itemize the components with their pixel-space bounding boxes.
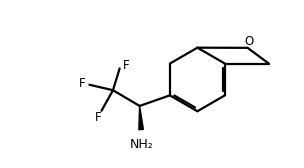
Text: F: F xyxy=(95,111,101,124)
Text: F: F xyxy=(123,59,130,73)
Text: O: O xyxy=(244,35,253,48)
Polygon shape xyxy=(139,106,143,130)
Text: NH₂: NH₂ xyxy=(129,138,153,151)
Text: F: F xyxy=(78,77,85,90)
